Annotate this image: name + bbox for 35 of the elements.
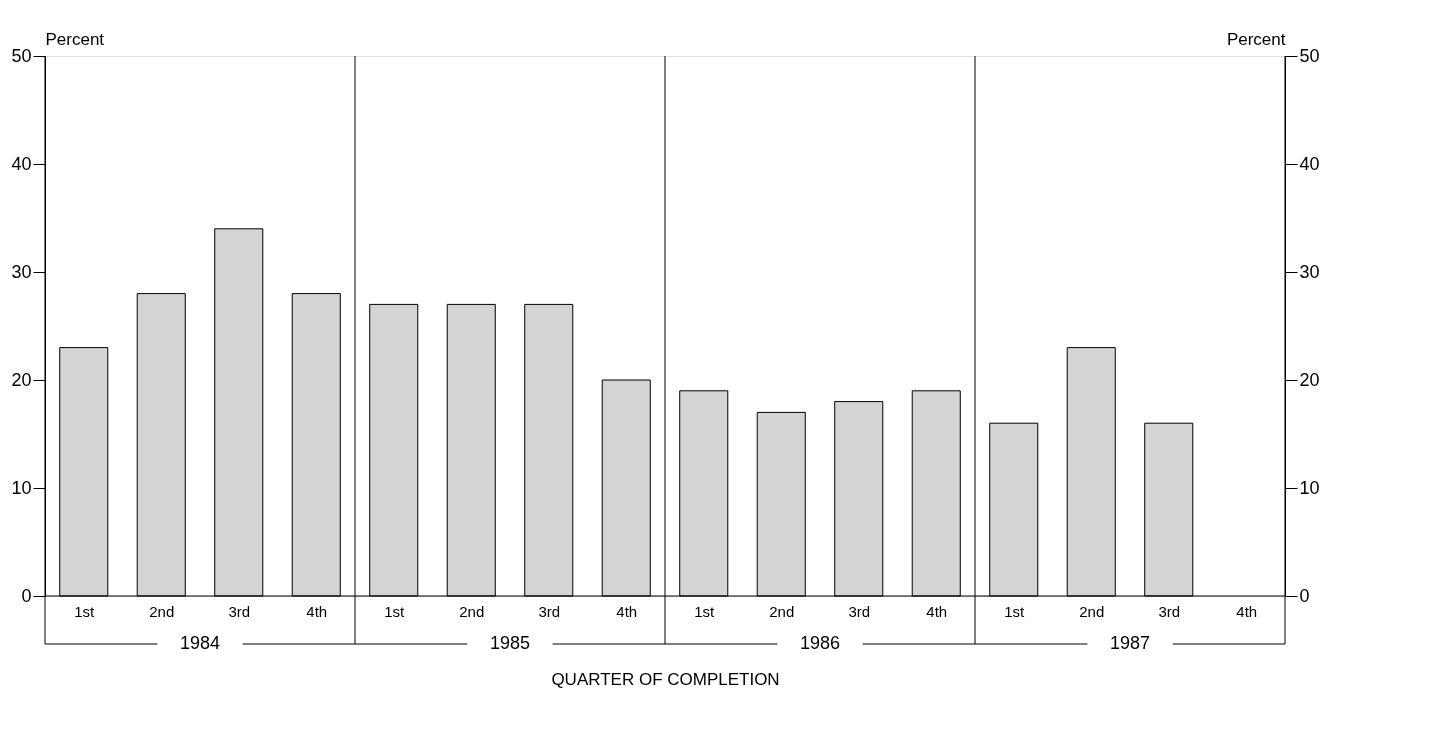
y2-tick-label: 40 <box>1299 153 1320 174</box>
x-tick-label: 1st <box>1004 602 1026 620</box>
x-tick-label: 4th <box>306 602 328 620</box>
x-tick-label: 4th <box>616 602 638 620</box>
y-tick-label: 40 <box>11 153 32 174</box>
x-tick-label: 2nd <box>1079 602 1105 620</box>
x-tick-label: 2nd <box>459 602 485 620</box>
text: 1986 <box>799 633 841 653</box>
x-tick-label: 4th <box>1236 602 1258 620</box>
y-tick-label: 0 <box>21 585 32 606</box>
x-tick-label: 3rd <box>228 602 251 620</box>
y-tick-label: 50 <box>11 45 32 66</box>
y2-axis-title: Percent <box>1226 29 1286 49</box>
x-tick-label: 2nd <box>769 602 795 620</box>
x-tick-label: 1st <box>74 602 96 620</box>
x-tick-label: 4th <box>926 602 948 620</box>
y-axis-title: Percent <box>45 29 105 49</box>
text: 1987 <box>1109 633 1151 653</box>
y-tick-label: 30 <box>11 261 32 282</box>
y2-tick-label: 0 <box>1299 585 1310 606</box>
y-tick-label: 20 <box>11 369 32 390</box>
y2-tick-label: 10 <box>1299 477 1320 498</box>
x-tick-label: 3rd <box>1158 602 1181 620</box>
x-tick-label: 3rd <box>538 602 561 620</box>
y-tick-label: 10 <box>11 477 32 498</box>
y2-tick-label: 20 <box>1299 369 1320 390</box>
y2-tick-label: 50 <box>1299 45 1320 66</box>
x-axis-title: QUARTER OF COMPLETION <box>551 669 780 689</box>
x-tick-label: 2nd <box>149 602 175 620</box>
x-tick-label: 3rd <box>848 602 871 620</box>
x-tick-label: 1st <box>694 602 716 620</box>
y2-tick-label: 30 <box>1299 261 1320 282</box>
text: 1985 <box>489 633 531 653</box>
text: 1984 <box>179 633 221 653</box>
x-tick-label: 1st <box>384 602 406 620</box>
